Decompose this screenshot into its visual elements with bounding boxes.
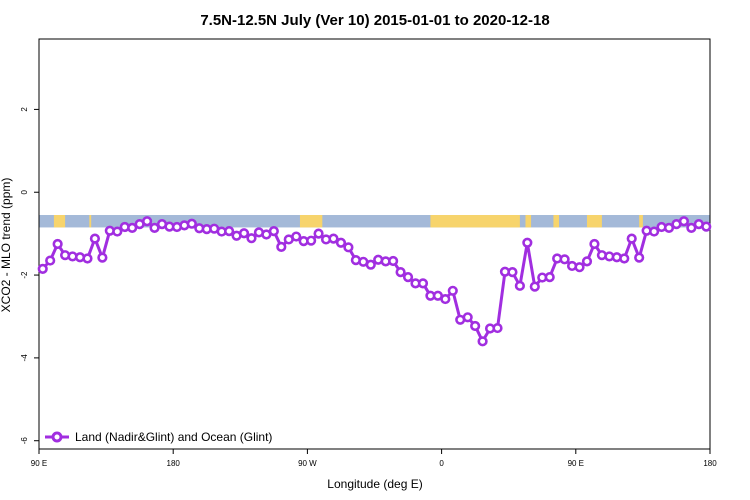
land-segment — [89, 215, 92, 228]
data-point — [678, 216, 690, 227]
data-point — [142, 216, 153, 227]
series-line — [41, 219, 707, 343]
y-axis: 2 0 -2 -4 -6 — [20, 107, 39, 445]
data-point — [224, 226, 235, 237]
x-tick-label: 90 W — [298, 459, 317, 468]
data-point — [619, 253, 630, 264]
legend-marker — [51, 431, 63, 443]
data-point — [470, 320, 481, 332]
data-point — [701, 221, 712, 232]
data-point — [522, 237, 533, 248]
y-axis-label: XCO2 - MLO trend (ppm) — [0, 178, 13, 313]
data-point — [328, 233, 339, 244]
land-segment — [525, 215, 532, 228]
data-point — [462, 312, 473, 323]
data-point — [388, 255, 399, 267]
data-point — [268, 226, 279, 237]
data-point — [589, 238, 600, 250]
data-point — [238, 228, 250, 239]
x-tick-label: 90 E — [568, 459, 584, 468]
data-point — [686, 222, 697, 233]
data-point — [574, 262, 585, 273]
data-point — [417, 278, 429, 289]
x-tick-label: 0 — [439, 459, 444, 468]
data-point — [291, 231, 302, 242]
data-point — [37, 263, 48, 274]
data-point — [663, 222, 675, 233]
data-point — [477, 336, 488, 347]
data-point — [306, 235, 317, 246]
y-tick-label: -4 — [20, 354, 29, 362]
data-point — [112, 226, 123, 237]
data-point — [127, 222, 138, 233]
land-segment — [586, 215, 602, 228]
data-point — [402, 272, 414, 283]
data-point — [149, 222, 160, 233]
y-tick-label: 2 — [20, 107, 29, 112]
data-point — [492, 322, 503, 334]
data-point — [276, 241, 287, 252]
data-point — [634, 252, 645, 263]
land-segment — [553, 215, 560, 228]
data-point — [440, 293, 451, 305]
data-point — [186, 218, 197, 229]
chart-title: 7.5N-12.5N July (Ver 10) 2015-01-01 to 2… — [200, 12, 549, 29]
y-tick-label: -2 — [20, 271, 29, 279]
x-tick-label: 180 — [167, 459, 181, 468]
data-point — [581, 256, 593, 267]
land-segment — [430, 215, 520, 228]
land-segment — [299, 215, 323, 228]
land-segment — [639, 215, 643, 228]
y-tick-label: 0 — [20, 189, 29, 194]
data-point — [246, 233, 257, 244]
x-axis: 90 E 180 90 W 0 90 E 180 — [31, 449, 717, 468]
data-point — [97, 252, 108, 263]
data-point — [52, 238, 63, 250]
data-point — [648, 226, 660, 237]
data-point — [514, 280, 525, 291]
data-point — [45, 255, 56, 266]
data-point — [343, 242, 354, 253]
data-point — [395, 267, 406, 278]
plot-frame — [38, 38, 711, 450]
data-point — [365, 259, 376, 270]
data-point — [507, 267, 518, 278]
data-point — [544, 272, 555, 283]
legend: Land (Nadir&Glint) and Ocean (Glint) — [45, 430, 272, 444]
x-tick-label: 90 E — [31, 459, 47, 468]
data-point — [559, 254, 570, 265]
data-point — [447, 285, 458, 296]
x-tick-label: 180 — [703, 459, 717, 468]
data-point — [529, 281, 540, 292]
data-point — [82, 253, 93, 264]
land-segment — [53, 215, 66, 228]
legend-entry: Land (Nadir&Glint) and Ocean (Glint) — [75, 430, 272, 444]
data-point — [335, 237, 347, 248]
x-axis-label: Longitude (deg E) — [327, 477, 422, 491]
y-tick-label: -6 — [20, 437, 29, 445]
data-point — [89, 233, 101, 244]
data-point — [626, 233, 637, 244]
series-layer — [37, 216, 712, 347]
data-point — [313, 228, 324, 239]
